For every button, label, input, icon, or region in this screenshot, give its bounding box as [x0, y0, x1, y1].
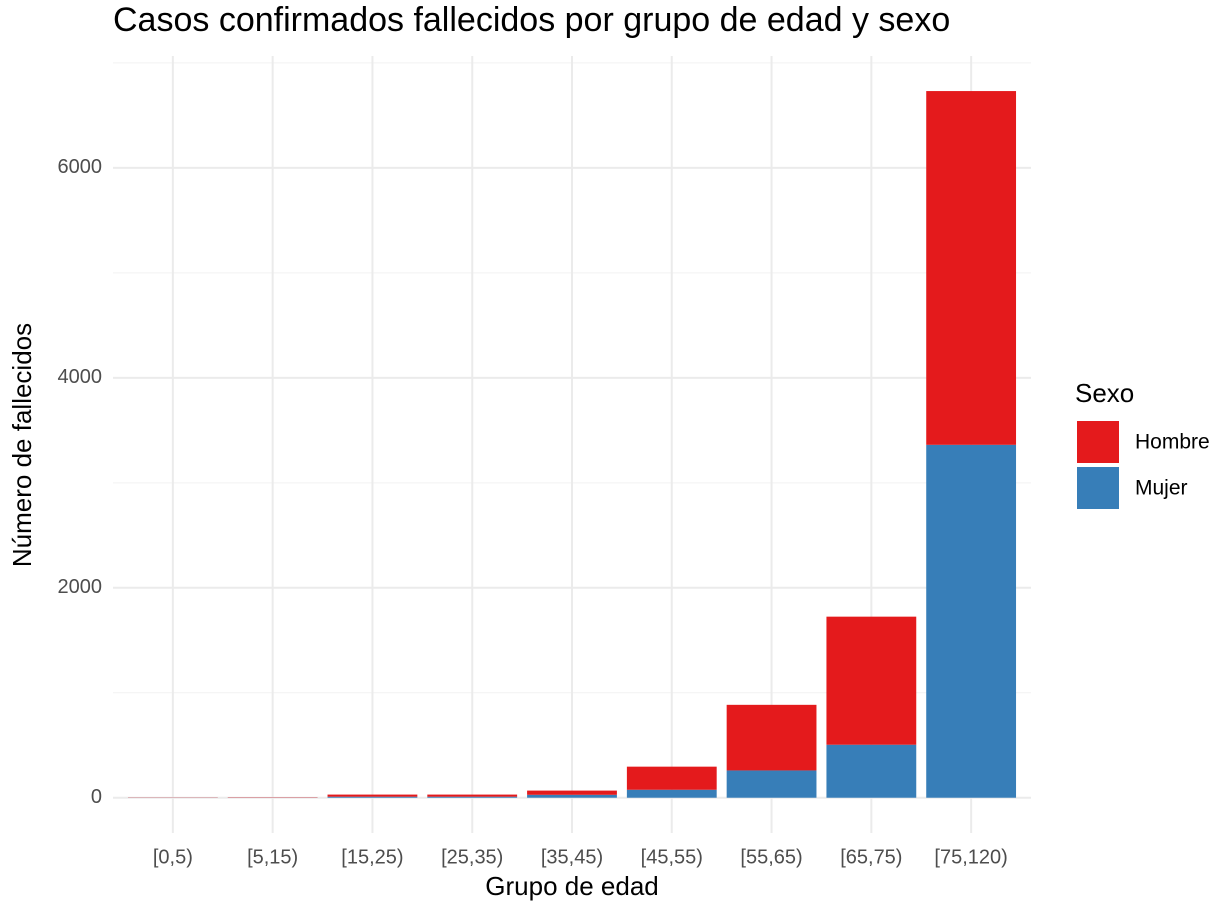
bar-segment	[327, 794, 418, 797]
bar-segment	[427, 796, 518, 798]
x-axis-label: Grupo de edad	[485, 871, 658, 901]
bar-segment	[527, 794, 617, 798]
y-tick-label: 6000	[58, 156, 103, 178]
y-axis-label: Número de fallecidos	[7, 323, 37, 567]
x-tick-label: [35,45)	[541, 846, 603, 868]
bar-segment	[626, 789, 717, 798]
bar-segment	[527, 790, 617, 795]
bar-segment	[826, 744, 917, 798]
y-tick-label: 2000	[58, 576, 103, 598]
x-tick-label: [5,15)	[247, 846, 298, 868]
bar-segment	[826, 616, 917, 745]
x-tick-label: [25,35)	[441, 846, 503, 868]
legend-swatch	[1077, 467, 1119, 509]
bar-segment	[926, 444, 1017, 798]
bar-segment	[327, 796, 418, 798]
x-tick-label: [0,5)	[153, 846, 193, 868]
bar-segment	[726, 770, 817, 798]
bar-segment	[926, 91, 1017, 445]
y-tick-label: 4000	[58, 366, 103, 388]
x-tick-label: [65,75)	[840, 846, 902, 868]
legend-label: Mujer	[1135, 477, 1188, 500]
legend-swatch	[1077, 421, 1119, 463]
chart-title: Casos confirmados fallecidos por grupo d…	[113, 1, 950, 39]
legend-title: Sexo	[1075, 378, 1134, 408]
x-tick-label: [15,25)	[341, 846, 403, 868]
x-tick-label: [45,55)	[641, 846, 703, 868]
bar-segment	[726, 704, 817, 771]
bar-segment	[626, 766, 717, 790]
bar-segment	[427, 794, 518, 797]
legend-label: Hombre	[1135, 431, 1210, 454]
y-tick-label: 0	[91, 786, 102, 808]
x-tick-label: [55,65)	[740, 846, 802, 868]
x-tick-label: [75,120)	[934, 846, 1007, 868]
